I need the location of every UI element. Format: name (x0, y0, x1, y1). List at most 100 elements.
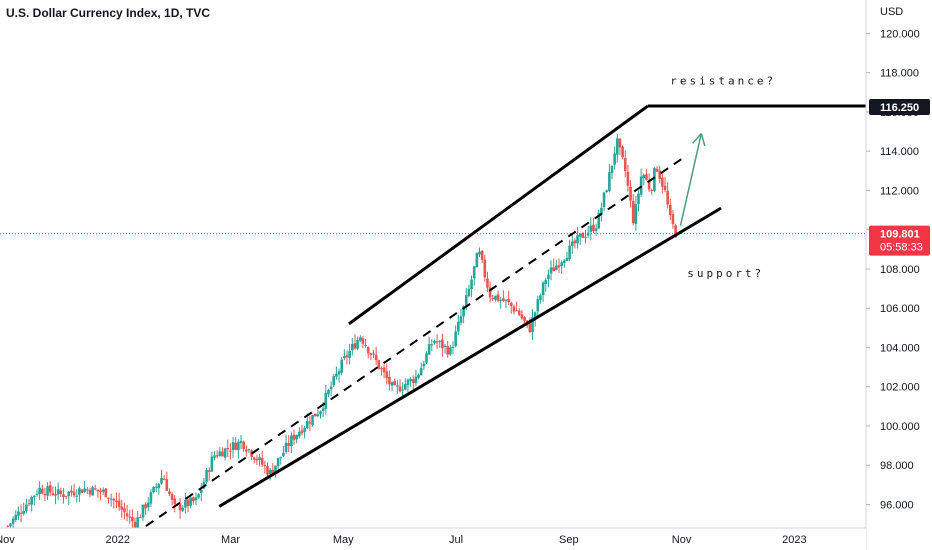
candle-body (602, 192, 606, 207)
candle-body (189, 497, 192, 506)
candle-body (282, 452, 285, 457)
y-tick-label: 120.000 (880, 28, 920, 40)
candle-body (80, 489, 84, 493)
candle-body (425, 353, 428, 363)
candle-body (480, 250, 484, 261)
candle-body (260, 457, 264, 465)
candle-body (67, 491, 71, 497)
candle-body (276, 457, 280, 467)
candle-body (547, 274, 550, 280)
candle-body (510, 302, 513, 307)
candle-body (154, 486, 158, 488)
candle-body (419, 367, 423, 376)
candle-body (62, 494, 65, 498)
candle-body (213, 455, 216, 458)
candle-body (231, 442, 235, 451)
price-axis-background (866, 0, 932, 550)
candle-body (109, 498, 113, 500)
candle-body (17, 511, 20, 516)
candle-body (361, 338, 365, 344)
candle-body (435, 341, 439, 343)
candle-body (340, 359, 344, 373)
candle-body (215, 455, 219, 457)
channel-middle (145, 154, 688, 527)
candle-body (70, 490, 73, 493)
x-tick-label: Sep (559, 534, 579, 546)
candle-body (170, 494, 174, 500)
candle-body (472, 266, 476, 279)
candle-body (324, 392, 328, 409)
current-price-tag (869, 225, 930, 256)
x-tick-label: Nov (672, 534, 692, 546)
candle-body (88, 489, 92, 495)
candle-body (618, 138, 622, 148)
candle-body (226, 447, 230, 450)
candle-body (160, 477, 163, 484)
candle-body (112, 498, 116, 501)
candle-body (343, 356, 346, 359)
y-tick-label: 102.000 (880, 382, 920, 394)
candle-body (46, 486, 49, 496)
candle-body (523, 317, 526, 321)
candle-body (247, 449, 251, 451)
candle-body (570, 241, 574, 246)
y-tick-label: 112.000 (880, 185, 919, 197)
candle-body (139, 517, 142, 519)
candle-body (565, 258, 569, 261)
resistance-price-label: 116.250 (880, 102, 919, 114)
candle-body (422, 363, 426, 367)
candle-body (43, 493, 47, 496)
candle-body (393, 380, 397, 386)
candle-body (184, 499, 187, 508)
y-tick-label: 100.000 (880, 421, 920, 433)
countdown-label: 05:58:33 (880, 242, 923, 254)
candle-body (319, 411, 322, 415)
candle-body (25, 504, 28, 511)
y-tick-label: 98.000 (880, 460, 914, 472)
candle-body (358, 337, 362, 341)
time-axis[interactable]: Nov 2022 Mar May Jul Sep Nov 2023 (0, 527, 866, 550)
y-tick-label: 96.000 (880, 499, 914, 511)
candle-body (626, 171, 630, 186)
candle-body (475, 253, 479, 268)
candle-body (504, 299, 508, 301)
candle-body (674, 225, 677, 238)
upward-arrow (679, 133, 703, 226)
candle-body (123, 508, 126, 513)
candle-body (594, 228, 598, 231)
candle-body (258, 457, 261, 460)
chart-title: U.S. Dollar Currency Index, 1D, TVC (6, 6, 211, 20)
candle-body (75, 495, 79, 497)
candle-body (337, 371, 341, 375)
resistance-price-tag (869, 99, 930, 116)
candle-body (467, 288, 471, 297)
candle-body (464, 295, 468, 307)
candle-body (398, 386, 402, 392)
candle-body (59, 490, 63, 494)
candle-body (351, 343, 354, 351)
candle-body (462, 306, 465, 317)
candle-body (557, 265, 561, 268)
candle-body (544, 280, 548, 284)
candle-body (671, 214, 675, 225)
candle-body (197, 494, 200, 498)
candle-body (515, 310, 518, 312)
candle-body (221, 451, 224, 457)
candle-body (86, 489, 89, 491)
candle-body (650, 189, 654, 191)
candle-body (613, 153, 616, 165)
candle-body (573, 240, 577, 244)
candle-body (22, 511, 26, 514)
candle-body (287, 443, 291, 446)
candle-body (229, 450, 232, 452)
candle-body (631, 200, 635, 224)
candle-body (207, 470, 211, 472)
candle-body (372, 353, 375, 355)
candle-body (144, 504, 147, 509)
candle-body (99, 490, 102, 493)
candle-body (663, 185, 667, 190)
candle-body (533, 312, 537, 319)
price-axis[interactable]: USD 96.000 98.000 100.000 102.000 104.000 106.… (865, 0, 932, 550)
candle-body (168, 491, 171, 495)
